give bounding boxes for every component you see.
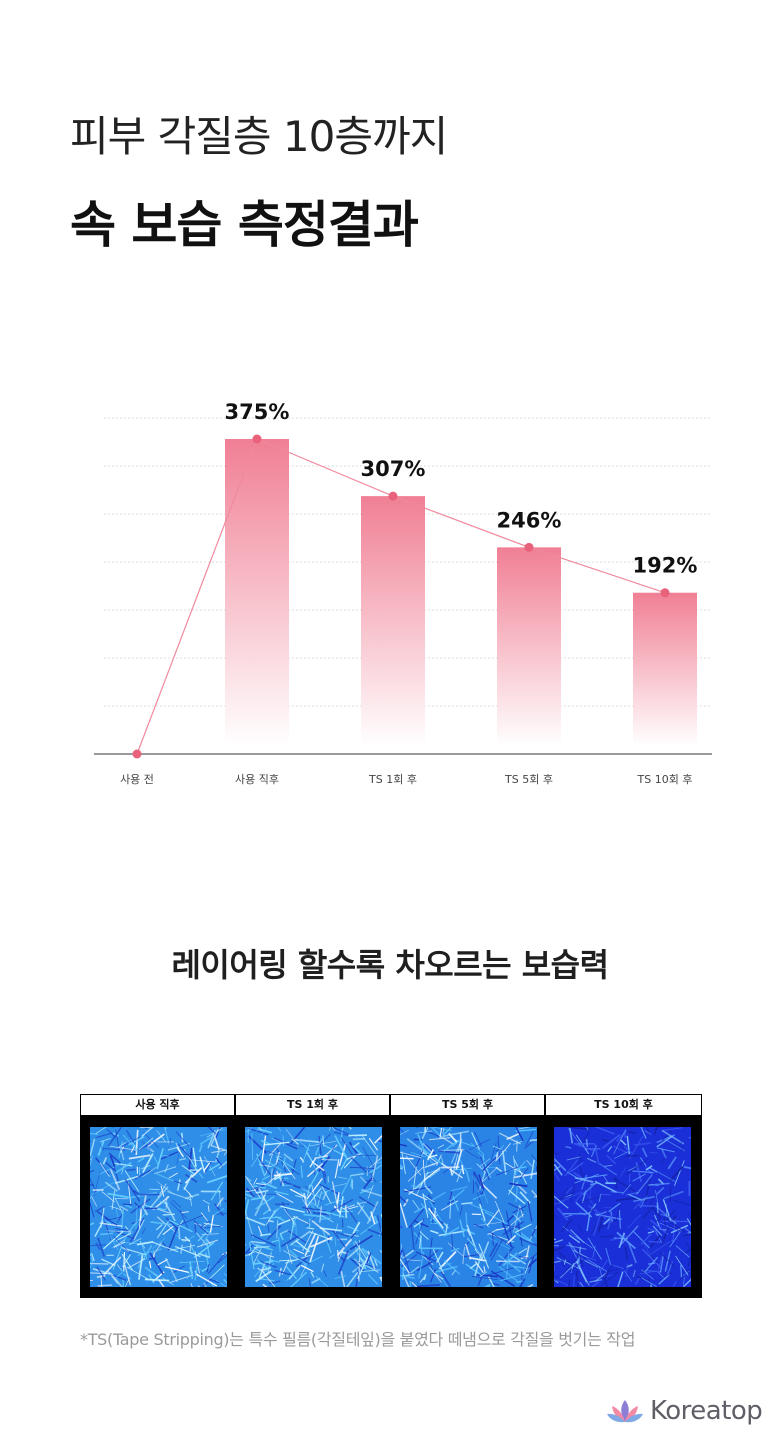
brand-logo: Koreatop — [606, 1396, 763, 1426]
bar — [633, 592, 697, 746]
panel-label: TS 10회 후 — [546, 1095, 701, 1115]
data-point — [132, 749, 142, 759]
brand-name: Koreatop — [650, 1396, 763, 1426]
bar — [361, 496, 425, 746]
x-tick-label: TS 1회 후 — [368, 773, 417, 786]
lotus-icon — [607, 1400, 643, 1423]
panel-label: TS 5회 후 — [391, 1095, 544, 1115]
panel-label: TS 1회 후 — [236, 1095, 389, 1115]
footnote: *TS(Tape Stripping)는 특수 필름(각질테잎)을 붙였다 떼냄… — [80, 1330, 636, 1349]
data-point — [388, 491, 398, 501]
panel-label: 사용 직후 — [81, 1095, 234, 1115]
bar — [497, 547, 561, 746]
skin-texture-graphic — [554, 1127, 691, 1287]
data-point — [660, 588, 670, 598]
data-label: 192% — [633, 554, 698, 578]
data-point — [524, 542, 534, 552]
skin-scan-image — [554, 1127, 691, 1287]
bar — [225, 439, 289, 746]
skin-scan-image — [245, 1127, 382, 1287]
skin-texture-graphic — [245, 1127, 382, 1287]
x-tick-label: TS 5회 후 — [504, 773, 553, 786]
x-tick-label: 사용 직후 — [235, 773, 279, 786]
data-label: 307% — [361, 457, 426, 481]
skin-scan-image — [90, 1127, 227, 1287]
data-point — [252, 434, 262, 444]
heading-line1: 피부 각질층 10층까지 — [70, 112, 448, 161]
skin-texture-graphic — [90, 1127, 227, 1287]
moisture-bar-chart: 사용 전 사용 직후 375% TS 1회 후 307% TS 5회 후 246% TS 10… — [94, 400, 712, 786]
data-label: 246% — [497, 508, 562, 532]
x-tick-label: TS 10회 후 — [637, 773, 693, 786]
skin-scan-image — [400, 1127, 537, 1287]
skin-texture-graphic — [400, 1127, 537, 1287]
x-tick-label: 사용 전 — [120, 773, 154, 786]
skin-scan-panels: 사용 직후 TS 1회 후 TS 5회 후 TS 10회 후 — [80, 1094, 702, 1298]
data-label: 375% — [225, 400, 290, 424]
subheading: 레이어링 할수록 차오르는 보습력 — [171, 946, 609, 984]
heading-line2: 속 보습 측정결과 — [70, 196, 419, 254]
